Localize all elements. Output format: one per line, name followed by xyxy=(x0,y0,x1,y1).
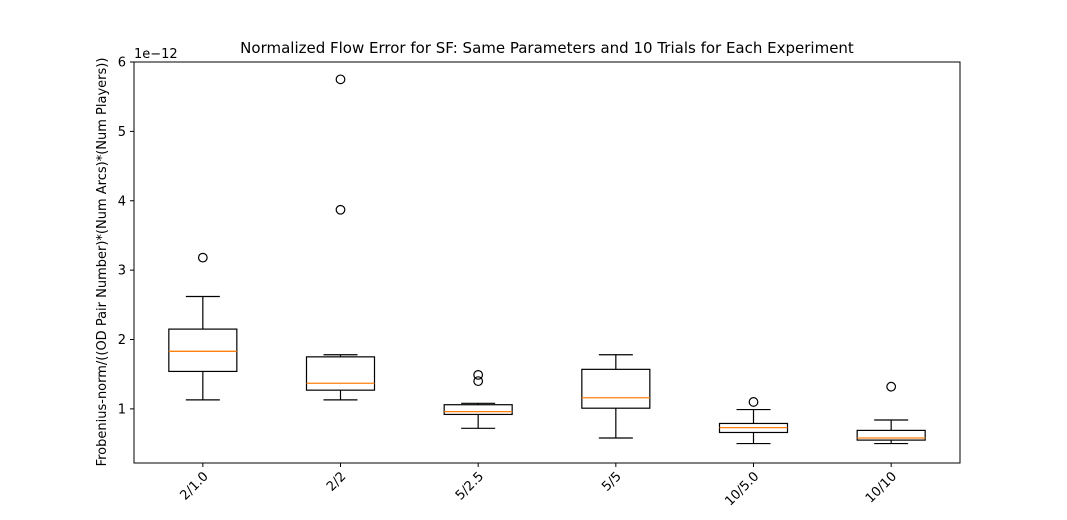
box-iqr xyxy=(443,404,513,416)
box-iqr xyxy=(581,368,651,409)
outlier-point xyxy=(473,369,484,380)
x-tick-label: 10/10 xyxy=(863,469,900,506)
outlier-point xyxy=(335,74,346,85)
y-axis-label: Frobenius-norm/((OD Pair Number)*(Num Ar… xyxy=(95,58,110,467)
y-tick-label: 1 xyxy=(118,402,126,417)
outlier-point xyxy=(335,204,346,215)
plot-area: 1 2 3 4 5 6 2/1.0 2/2 5/2.5 5/5 10/5.0 10/10 xyxy=(118,56,926,509)
box-iqr xyxy=(168,328,238,373)
outlier-point xyxy=(748,397,759,407)
outlier-point xyxy=(197,252,208,263)
outlier-point xyxy=(886,381,897,392)
y-tick-label: 4 xyxy=(118,194,126,209)
x-tick-label: 5/2.5 xyxy=(453,469,487,503)
outlier-point xyxy=(473,376,484,387)
x-tick-label: 2/1.0 xyxy=(177,469,211,503)
y-tick-label: 6 xyxy=(118,56,126,71)
y-scale-label: 1e−12 xyxy=(134,47,178,62)
y-tick-label: 3 xyxy=(118,264,126,279)
y-tick-label: 5 xyxy=(118,125,126,140)
x-tick-label: 5/5 xyxy=(599,469,624,494)
y-tick-label: 2 xyxy=(118,333,126,348)
x-tick-label: 10/5.0 xyxy=(722,469,762,509)
chart-title: Normalized Flow Error for SF: Same Param… xyxy=(240,39,854,57)
box-iqr xyxy=(856,429,926,441)
box-iqr xyxy=(305,356,376,391)
plot-frame xyxy=(133,61,961,464)
x-tick-label: 2/2 xyxy=(324,469,349,494)
